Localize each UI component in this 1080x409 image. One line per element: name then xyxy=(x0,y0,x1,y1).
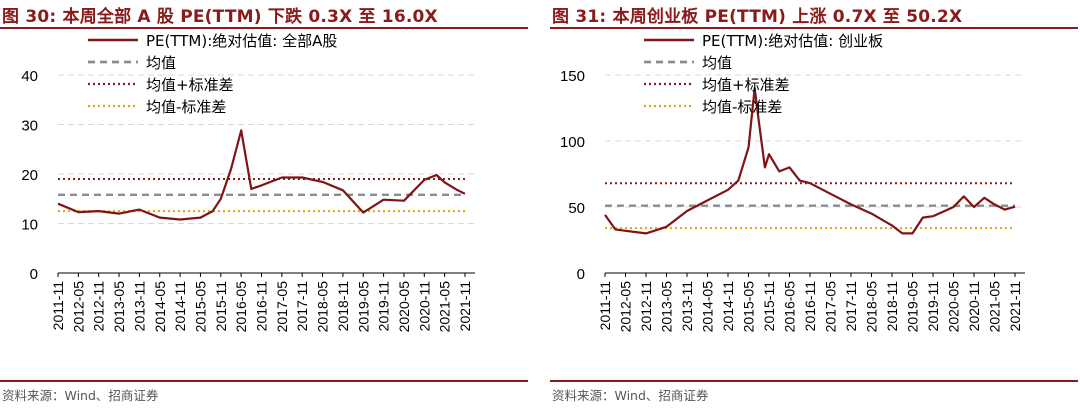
x-tick-label: 2011-11 xyxy=(50,281,66,331)
y-tick-label: 0 xyxy=(577,266,585,283)
x-tick-label: 2012-05 xyxy=(70,281,86,333)
x-tick-label: 2017-11 xyxy=(294,281,310,332)
chart-title: 图 30: 本周全部 A 股 PE(TTM) 下跌 0.3X 至 16.0X xyxy=(2,7,438,27)
x-tick-label: 2021-11 xyxy=(457,281,473,332)
y-tick-label: 40 xyxy=(21,68,38,85)
x-tick-label: 2020-05 xyxy=(396,281,412,333)
x-tick-label: 2012-11 xyxy=(638,281,654,332)
source-note: 资料来源：Wind、招商证券 xyxy=(2,388,159,403)
x-tick-label: 2014-11 xyxy=(172,281,188,332)
source-note: 资料来源：Wind、招商证券 xyxy=(552,388,709,403)
x-tick-label: 2015-05 xyxy=(741,281,757,333)
legend-label: 均值-标准差 xyxy=(146,98,226,116)
x-tick-label: 2021-11 xyxy=(1007,281,1023,332)
y-tick-label: 50 xyxy=(568,200,585,217)
y-tick-label: 30 xyxy=(21,118,38,135)
x-tick-label: 2019-11 xyxy=(376,281,392,332)
x-tick-label: 2015-11 xyxy=(761,281,777,332)
x-tick-label: 2018-11 xyxy=(335,281,351,332)
x-tick-label: 2018-05 xyxy=(315,281,331,333)
bottom-rule xyxy=(550,380,1078,382)
x-tick-label: 2021-05 xyxy=(987,281,1003,333)
x-tick-label: 2015-11 xyxy=(213,281,229,332)
x-tick-label: 2011-11 xyxy=(597,281,613,331)
x-tick-label: 2019-05 xyxy=(905,281,921,333)
legend-label: 均值+标准差 xyxy=(702,76,790,94)
series-line-0 xyxy=(604,87,1016,235)
x-tick-label: 2016-11 xyxy=(802,281,818,332)
x-tick-label: 2013-05 xyxy=(111,281,127,333)
y-tick-label: 20 xyxy=(21,167,38,184)
legend-label: 均值+标准差 xyxy=(146,76,234,94)
x-tick-label: 2018-11 xyxy=(884,281,900,332)
x-tick-label: 2012-11 xyxy=(91,281,107,332)
x-tick-label: 2019-11 xyxy=(925,281,941,332)
y-tick-label: 100 xyxy=(560,134,585,151)
series-line-0 xyxy=(57,129,466,221)
title-rule xyxy=(0,27,528,29)
x-tick-label: 2020-05 xyxy=(946,281,962,333)
x-tick-label: 2018-05 xyxy=(864,281,880,333)
title-rule xyxy=(550,27,1078,29)
legend-label: PE(TTM):绝对估值: 全部A股 xyxy=(146,32,337,50)
x-tick-label: 2016-05 xyxy=(233,281,249,333)
x-tick-label: 2014-05 xyxy=(152,281,168,333)
x-tick-label: 2021-05 xyxy=(437,281,453,333)
x-tick-label: 2012-05 xyxy=(618,281,634,333)
x-tick-label: 2019-05 xyxy=(355,281,371,333)
x-tick-label: 2016-11 xyxy=(254,281,270,332)
x-tick-label: 2017-05 xyxy=(823,281,839,333)
x-tick-label: 2020-11 xyxy=(416,281,432,332)
x-tick-label: 2014-11 xyxy=(720,281,736,332)
x-tick-label: 2014-05 xyxy=(700,281,716,333)
x-tick-label: 2016-05 xyxy=(782,281,798,333)
x-tick-label: 2020-11 xyxy=(966,281,982,332)
legend-label: 均值-标准差 xyxy=(702,98,782,116)
x-tick-label: 2013-11 xyxy=(679,281,695,332)
chart-title: 图 31: 本周创业板 PE(TTM) 上涨 0.7X 至 50.2X xyxy=(552,7,963,27)
legend-label: PE(TTM):绝对估值: 创业板 xyxy=(702,32,883,50)
chart-panel-chinext: 图 31: 本周创业板 PE(TTM) 上涨 0.7X 至 50.2X 0 50 1… xyxy=(550,0,1080,409)
y-tick-label: 150 xyxy=(560,68,585,85)
y-tick-label: 10 xyxy=(21,217,38,234)
x-tick-label: 2017-05 xyxy=(274,281,290,333)
bottom-rule xyxy=(0,380,528,382)
chart-panel-all-a-shares: 图 30: 本周全部 A 股 PE(TTM) 下跌 0.3X 至 16.0X 0… xyxy=(0,0,530,409)
legend-label: 均值 xyxy=(146,54,176,72)
x-tick-label: 2013-11 xyxy=(131,281,147,332)
x-tick-label: 2013-05 xyxy=(659,281,675,333)
x-tick-label: 2015-05 xyxy=(192,281,208,333)
x-tick-label: 2017-11 xyxy=(843,281,859,332)
y-tick-label: 0 xyxy=(30,266,38,283)
legend-label: 均值 xyxy=(702,54,732,72)
